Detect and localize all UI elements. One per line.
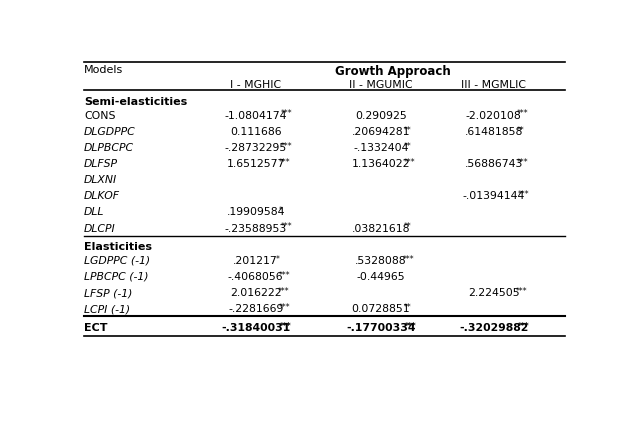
Text: LCPI (-1): LCPI (-1) — [84, 304, 130, 314]
Text: Semi-elasticities: Semi-elasticities — [84, 97, 187, 107]
Text: *: * — [276, 255, 280, 264]
Text: -.01394144: -.01394144 — [463, 191, 525, 201]
Text: .19909584: .19909584 — [227, 207, 285, 217]
Text: 0.111686: 0.111686 — [230, 127, 282, 136]
Text: -0.44965: -0.44965 — [356, 272, 405, 282]
Text: -.17700334: -.17700334 — [346, 323, 416, 333]
Text: -.23588953: -.23588953 — [225, 223, 287, 234]
Text: LFSP (-1): LFSP (-1) — [84, 288, 132, 298]
Text: .20694281: .20694281 — [351, 127, 410, 136]
Text: *: * — [279, 206, 283, 215]
Text: DLPBCPC: DLPBCPC — [84, 143, 134, 153]
Text: ***: *** — [277, 287, 289, 296]
Text: III - MGMLIC: III - MGMLIC — [461, 80, 526, 90]
Text: ***: *** — [405, 322, 417, 331]
Text: ECT: ECT — [84, 323, 108, 333]
Text: **: ** — [404, 303, 411, 312]
Text: 0.0728851: 0.0728851 — [351, 304, 410, 314]
Text: CONS: CONS — [84, 111, 116, 120]
Text: ***: *** — [517, 158, 529, 167]
Text: ***: *** — [280, 142, 292, 151]
Text: -2.020108: -2.020108 — [466, 111, 522, 120]
Text: DLKOF: DLKOF — [84, 191, 120, 201]
Text: **: ** — [404, 223, 411, 231]
Text: -1.0804174: -1.0804174 — [225, 111, 287, 120]
Text: ***: *** — [279, 271, 291, 280]
Text: **: ** — [404, 142, 411, 151]
Text: .03821618: .03821618 — [351, 223, 410, 234]
Text: 1.6512577: 1.6512577 — [227, 159, 285, 169]
Text: .56886743: .56886743 — [465, 159, 523, 169]
Text: 2.224505: 2.224505 — [468, 288, 520, 298]
Text: DLGDPPC: DLGDPPC — [84, 127, 136, 136]
Text: ***: *** — [280, 223, 292, 231]
Text: 2.016222: 2.016222 — [230, 288, 282, 298]
Text: ***: *** — [279, 158, 291, 167]
Text: -.28732295: -.28732295 — [225, 143, 287, 153]
Text: **: ** — [404, 126, 411, 135]
Text: II - MGUMIC: II - MGUMIC — [349, 80, 413, 90]
Text: ***: *** — [403, 255, 414, 264]
Text: Elasticities: Elasticities — [84, 242, 152, 252]
Text: .201217: .201217 — [234, 256, 278, 266]
Text: ***: *** — [280, 322, 292, 331]
Text: LGDPPC (-1): LGDPPC (-1) — [84, 256, 150, 266]
Text: -.31840031: -.31840031 — [221, 323, 291, 333]
Text: DLXNI: DLXNI — [84, 175, 117, 185]
Text: -.4068056: -.4068056 — [228, 272, 284, 282]
Text: Growth Approach: Growth Approach — [335, 65, 451, 78]
Text: -.32029882: -.32029882 — [459, 323, 529, 333]
Text: DLFSP: DLFSP — [84, 159, 118, 169]
Text: -.1332404: -.1332404 — [353, 143, 408, 153]
Text: LPBCPC (-1): LPBCPC (-1) — [84, 272, 149, 282]
Text: .61481858: .61481858 — [465, 127, 523, 136]
Text: I - MGHIC: I - MGHIC — [230, 80, 281, 90]
Text: ***: *** — [404, 158, 415, 167]
Text: DLL: DLL — [84, 207, 104, 217]
Text: .5328088: .5328088 — [355, 256, 406, 266]
Text: ***: *** — [517, 110, 529, 119]
Text: DLCPI: DLCPI — [84, 223, 116, 234]
Text: ***: *** — [518, 322, 530, 331]
Text: -.2281669: -.2281669 — [228, 304, 284, 314]
Text: 0.290925: 0.290925 — [355, 111, 407, 120]
Text: ***: *** — [515, 287, 527, 296]
Text: **: ** — [517, 126, 525, 135]
Text: Models: Models — [84, 65, 123, 75]
Text: ***: *** — [518, 190, 530, 199]
Text: 1.1364022: 1.1364022 — [351, 159, 410, 169]
Text: ***: *** — [280, 110, 292, 119]
Text: ***: *** — [279, 303, 291, 312]
